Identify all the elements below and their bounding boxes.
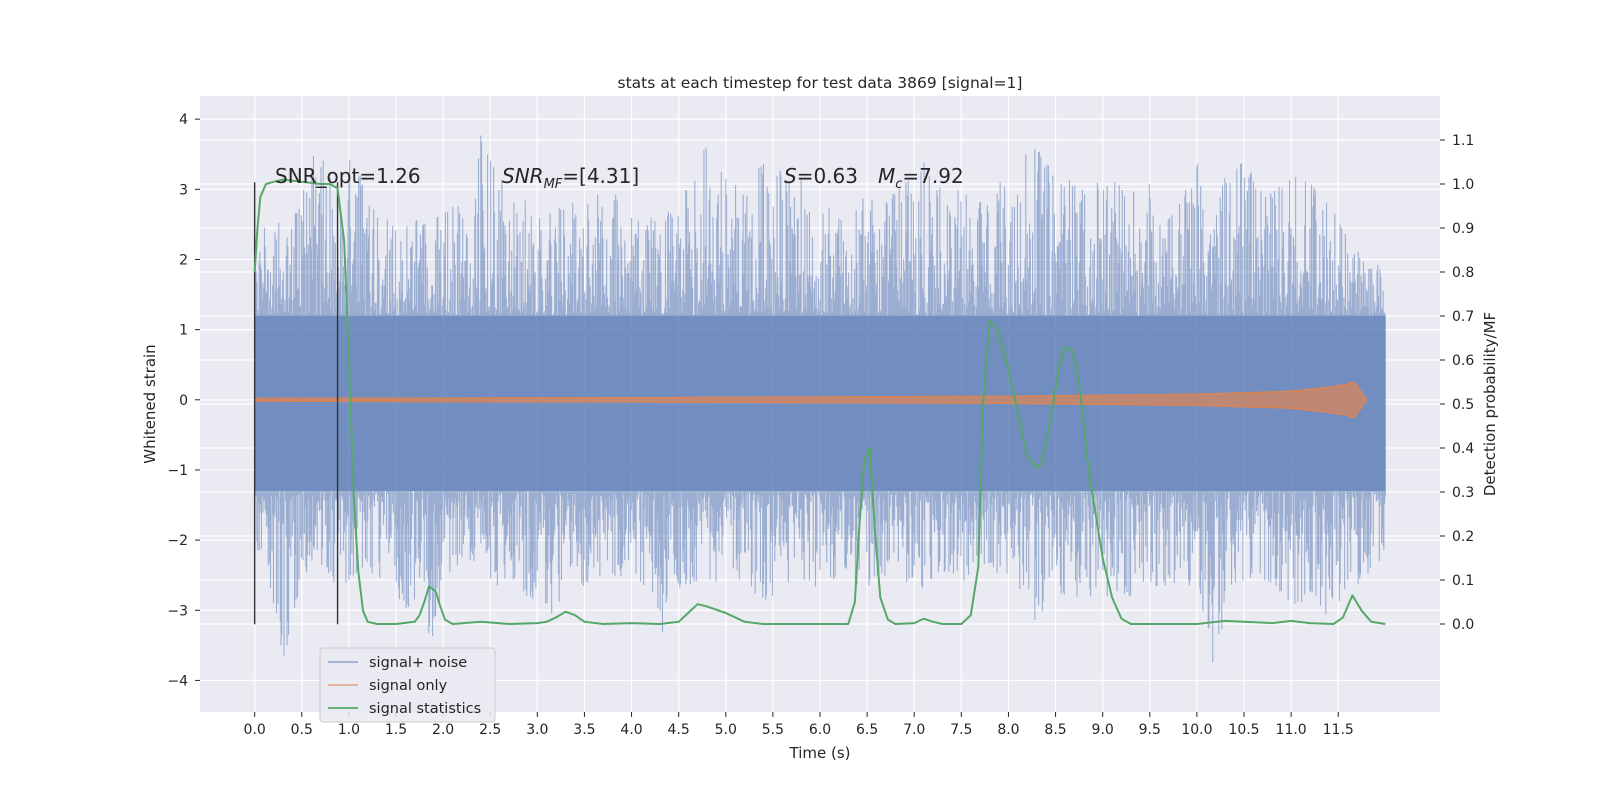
y-tick-label-right: 0.5 (1452, 397, 1474, 413)
x-tick-label: 11.0 (1276, 722, 1307, 738)
x-tick-label: 4.5 (668, 722, 690, 738)
x-tick-label: 0.5 (291, 722, 313, 738)
annotation-snr-opt: SNR_opt=1.26 (275, 164, 421, 188)
s-symbol: S (784, 164, 797, 188)
x-tick-label: 10.5 (1228, 722, 1259, 738)
y-tick-label-right: 0.0 (1452, 617, 1474, 633)
y-tick-label-right: 0.7 (1452, 309, 1474, 325)
y-tick-label-right: 0.9 (1452, 221, 1474, 237)
x-tick-label: 2.5 (479, 722, 501, 738)
snr-mf-base: SNR (502, 164, 544, 188)
annotation-s: S=0.63 (784, 164, 858, 188)
x-tick-label: 3.5 (573, 722, 595, 738)
x-tick-label: 1.5 (385, 722, 407, 738)
x-tick-label: 6.5 (856, 722, 878, 738)
y-tick-label-right: 0.1 (1452, 573, 1474, 589)
y-tick-label-left: 4 (179, 112, 188, 128)
snr-mf-subscript: MF (544, 177, 563, 192)
y-tick-label-left: 2 (179, 252, 188, 268)
legend-label-signal-statistics: signal statistics (369, 701, 481, 717)
x-tick-label: 6.0 (809, 722, 831, 738)
x-tick-label: 7.5 (950, 722, 972, 738)
y-tick-label-left: −2 (167, 533, 188, 549)
legend-box (319, 647, 496, 723)
y-tick-label-right: 0.6 (1452, 353, 1474, 369)
y-tick-label-left: 0 (179, 393, 188, 409)
y-axis-label-left: Whitened strain (141, 344, 159, 463)
x-tick-label: 9.5 (1139, 722, 1161, 738)
y-tick-label-right: 1.1 (1452, 133, 1474, 149)
snr-mf-value: =[4.31] (562, 164, 639, 188)
signal-statistics-line (253, 178, 1386, 625)
x-tick-label: 11.5 (1323, 722, 1354, 738)
x-tick-label: 5.0 (715, 722, 737, 738)
x-tick-label: 0.0 (244, 722, 266, 738)
legend: signal+ noise signal only signal statist… (319, 647, 496, 723)
x-axis-label: Time (s) (789, 744, 851, 762)
y-tick-label-left: 3 (179, 182, 188, 198)
y-tick-label-left: −4 (167, 673, 188, 689)
legend-label-signal-noise: signal+ noise (369, 655, 467, 671)
y-tick-label-right: 0.4 (1452, 441, 1474, 457)
x-tick-label: 8.0 (997, 722, 1019, 738)
y-tick-label-right: 0.3 (1452, 485, 1474, 501)
y-tick-label-right: 0.8 (1452, 265, 1474, 281)
y-axis-label-right: Detection probability/MF (1481, 312, 1499, 496)
signal-only-trace (253, 380, 1368, 419)
mc-symbol: M (878, 164, 895, 188)
y-tick-label-right: 1.0 (1452, 177, 1474, 193)
mc-subscript: c (895, 177, 902, 192)
x-tick-label: 3.0 (526, 722, 548, 738)
x-tick-label: 5.5 (762, 722, 784, 738)
s-value: =0.63 (797, 164, 858, 188)
annotation-snr-mf: SNRMF=[4.31] (502, 164, 639, 192)
annotation-mc: Mc=7.92 (878, 164, 964, 192)
chart-title: stats at each timestep for test data 386… (618, 74, 1023, 92)
axes-layer: 0.0 0.5 1.0 1.5 2.0 2.5 3.0 3.5 4.0 4.5 5.0 5.5 6.0 6… (167, 112, 1474, 738)
x-tick-label: 2.0 (432, 722, 454, 738)
x-tick-label: 8.5 (1044, 722, 1066, 738)
x-tick-label: 4.0 (620, 722, 642, 738)
y-tick-label-left: −1 (167, 463, 188, 479)
x-tick-label: 10.0 (1181, 722, 1212, 738)
x-tick-label: 9.0 (1092, 722, 1114, 738)
x-tick-label: 7.0 (903, 722, 925, 738)
y-tick-label-right: 0.2 (1452, 529, 1474, 545)
data-layer (253, 135, 1386, 663)
legend-label-signal-only: signal only (369, 678, 448, 694)
y-tick-label-left: −3 (167, 603, 188, 619)
x-tick-label: 1.0 (338, 722, 360, 738)
mc-value: =7.92 (902, 164, 963, 188)
y-tick-label-left: 1 (179, 323, 188, 339)
